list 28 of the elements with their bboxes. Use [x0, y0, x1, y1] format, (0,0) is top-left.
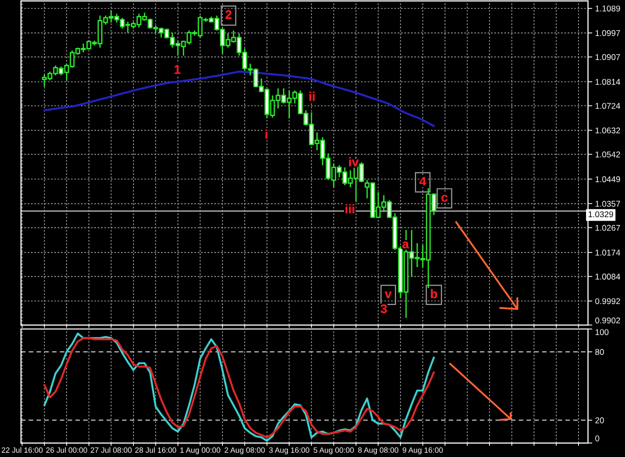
y-tick-label: 20 [595, 417, 604, 424]
annotation: 4 [419, 176, 426, 186]
annotation: i [266, 130, 268, 139]
y-tick-label: 1.0997 [596, 30, 620, 36]
y-tick-label: 1.0632 [596, 127, 620, 134]
annotation: v [384, 292, 392, 298]
y-tick-label: 0 [595, 435, 600, 442]
y-tick-label: 1.0357 [596, 200, 620, 207]
y-tick-label: 80 [595, 349, 604, 355]
y-tick-label: 100 [596, 329, 609, 336]
ref-line-label: 1.0329 [588, 211, 614, 218]
y-tick-label: 1.0449 [596, 176, 620, 182]
y-tick-label: 1.0084 [596, 274, 620, 280]
annotation: 1 [174, 65, 181, 74]
y-tick-label: 1.0907 [596, 54, 620, 60]
y-tick-label: 1.0174 [596, 250, 620, 256]
y-tick-label: 0.9992 [595, 298, 620, 304]
y-tick-label: 1.1089 [596, 6, 620, 12]
y-tick-label: 1.0814 [596, 78, 620, 85]
annotation: ii [309, 92, 315, 101]
annotation: 2 [225, 10, 232, 19]
y-tick-label: 1.0267 [596, 224, 620, 231]
annotation: b [430, 289, 438, 298]
annotation: c [441, 194, 448, 202]
y-tick-label: 1.0542 [596, 151, 620, 158]
y-tick-label: 0.9902 [595, 317, 620, 324]
annotation: 3 [380, 304, 387, 314]
y-tick-label: 1.0724 [596, 102, 620, 109]
